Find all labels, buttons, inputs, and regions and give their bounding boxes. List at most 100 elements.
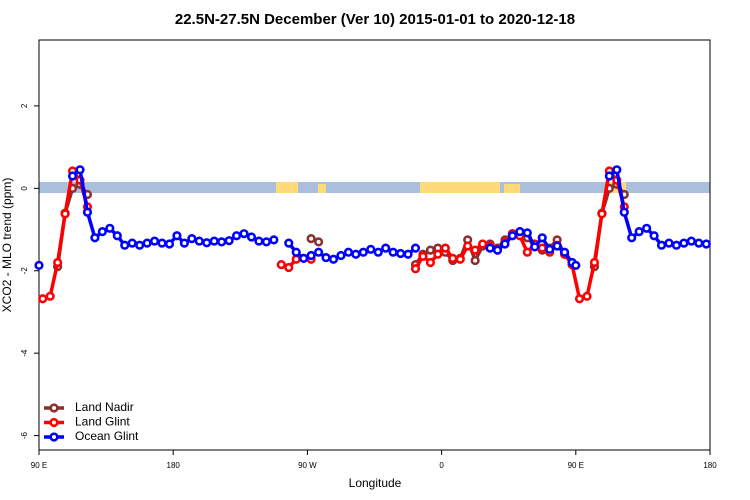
data-point [627,233,637,243]
data-point [664,238,674,248]
data-point [34,260,44,270]
data-point [612,165,622,175]
data-point [75,165,85,175]
x-axis-label: Longitude [349,476,402,490]
data-point [53,257,63,268]
data-point [642,223,652,233]
data-point [571,260,581,270]
data-point [522,247,532,257]
data-point [694,238,704,248]
data-point [284,238,294,248]
data-point [656,240,667,250]
data-point [224,236,234,246]
data-point [291,254,301,264]
x-tick-label: 0 [439,461,444,470]
data-point [231,231,242,241]
data-point [321,252,331,263]
data-point [560,247,570,257]
data-point [649,231,659,241]
data-point [403,249,413,259]
data-point [157,238,167,248]
data-point [455,254,465,264]
data-point [313,247,324,257]
data-point [299,253,309,263]
data-point [179,238,189,248]
data-point [410,264,421,274]
data-point [127,238,137,248]
data-point [537,233,547,243]
data-point [425,257,436,268]
series [34,165,711,270]
data-point [209,236,219,246]
data-point [254,236,264,246]
data-point [478,239,488,249]
x-tick-label: 180 [703,461,717,470]
y-tick-label: -4 [20,349,29,357]
data-point [217,237,227,247]
y-tick-label: 0 [20,186,29,191]
data-point [463,241,473,251]
legend-marker [49,403,59,413]
data-point [202,238,212,248]
data-point [381,243,391,253]
data-point [522,228,532,238]
y-tick-label: 2 [20,103,29,108]
data-point [492,245,503,255]
data-point [395,248,406,259]
data-point [448,253,458,263]
data-point [306,234,316,244]
data-point [679,238,689,248]
legend-label: Ocean Glint [75,429,139,443]
data-point [500,239,510,249]
data-point [67,171,78,181]
data-point [701,239,711,249]
legend-marker [49,432,59,442]
data-point [604,171,614,181]
data-point [269,235,279,245]
data-point [433,249,443,259]
data-point [507,231,518,241]
data-point [313,237,324,247]
data-point [90,233,100,243]
data-point [105,223,115,233]
data-point [120,240,130,250]
y-axis-label: XCO2 - MLO trend (ppm) [0,178,14,313]
data-point [440,243,450,253]
data-point [82,207,93,217]
x-tick-label: 90 E [568,461,584,470]
data-point [589,257,600,268]
data-point [276,259,286,270]
data-point [597,209,607,219]
chart-title: 22.5N-27.5N December (Ver 10) 2015-01-01… [175,11,575,28]
data-point [149,236,160,246]
data-point [470,255,480,266]
data-point [530,242,540,252]
y-tick-label: -6 [20,431,29,439]
legend-marker [49,417,59,428]
data-point [537,243,547,253]
data-point [261,237,271,247]
data-point [112,231,122,241]
data-point [45,291,55,301]
data-point [246,232,257,242]
x-tick-label: 90 E [31,461,47,470]
data-point [60,209,70,219]
data-point [187,234,197,244]
data-point [239,229,249,239]
x-tick-label: 90 W [298,461,317,470]
data-point [358,247,368,257]
data-point [425,245,436,255]
data-point [619,207,629,217]
data-point [410,243,421,253]
data-point [686,236,696,246]
legend-label: Land Nadir [75,400,134,414]
data-point [306,250,316,261]
data-point [515,227,525,237]
data-point [328,254,339,264]
ocean-strip [39,182,710,193]
data-point [284,262,294,273]
data-point [470,245,480,255]
data-point [485,243,495,253]
